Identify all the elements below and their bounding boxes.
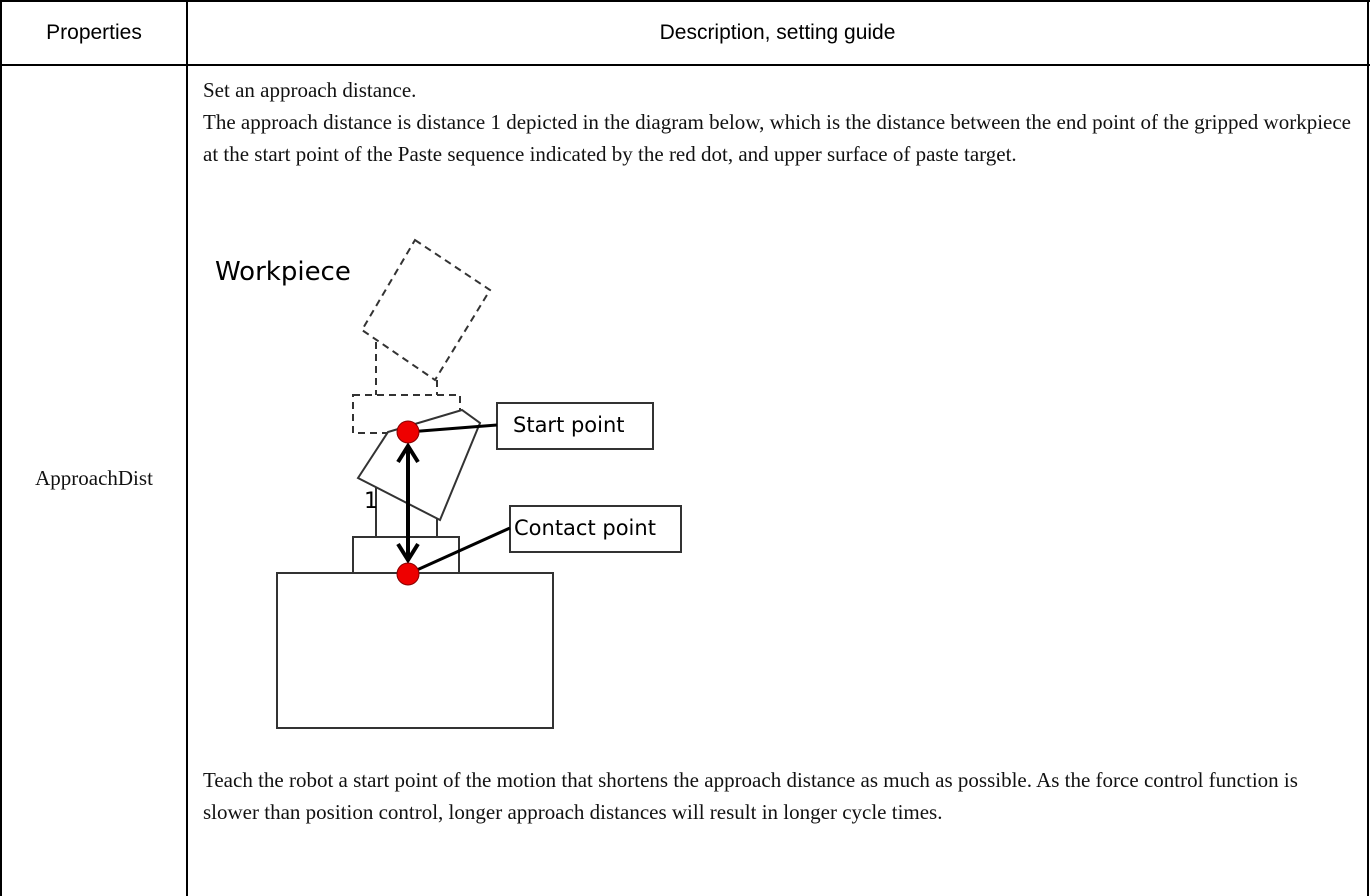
border <box>0 0 1370 2</box>
leader-line <box>407 423 498 434</box>
start-dot <box>396 420 420 444</box>
distance-label: 1 <box>364 489 378 514</box>
header-cell: Description, setting guide <box>659 21 896 44</box>
start-label: Start point <box>513 413 625 437</box>
workpiece-label: Workpiece <box>215 257 351 287</box>
workpiece-outline <box>360 238 492 382</box>
advice-text: Teach the robot a start point of the mot… <box>203 768 1298 824</box>
border <box>186 0 188 896</box>
leader-line <box>407 526 511 576</box>
base-block <box>276 572 554 729</box>
contact-box <box>509 505 682 553</box>
contact-label: Contact point <box>514 516 656 540</box>
border <box>0 0 2 896</box>
property-name: ApproachDist <box>35 466 153 490</box>
start-box <box>496 402 654 450</box>
arrow-head <box>396 442 420 464</box>
intro-text: Set an approach distance. <box>203 78 417 102</box>
border <box>0 64 1370 66</box>
explanation-text: The approach distance is distance 1 depi… <box>203 110 1351 166</box>
arrow-head <box>396 542 420 564</box>
header-cell: Properties <box>46 21 142 44</box>
contact-dot <box>396 562 420 586</box>
tilted-workpiece <box>356 408 482 522</box>
border <box>1367 0 1369 896</box>
